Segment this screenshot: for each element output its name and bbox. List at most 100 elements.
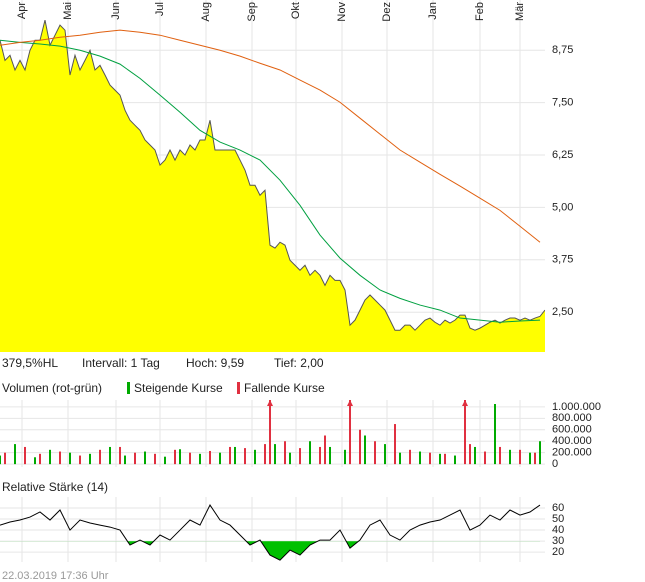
volume-bar bbox=[494, 404, 496, 465]
volume-bar bbox=[229, 446, 231, 465]
y-tick-label: 200.000 bbox=[552, 447, 592, 459]
volume-bar bbox=[429, 452, 431, 465]
volume-bar bbox=[49, 449, 51, 465]
volume-bar bbox=[324, 435, 326, 465]
y-tick-label: 20 bbox=[552, 546, 564, 558]
volume-bar bbox=[359, 429, 361, 465]
volume-bar bbox=[284, 441, 286, 465]
volume-bar bbox=[199, 453, 201, 465]
x-tick-label: Nov bbox=[336, 2, 348, 22]
volume-bar bbox=[254, 449, 256, 465]
volume-bar bbox=[39, 453, 41, 465]
x-tick-label: Jun bbox=[110, 2, 122, 20]
legend-swatch bbox=[237, 382, 240, 394]
volume-bar bbox=[179, 449, 181, 465]
y-tick-label: 30 bbox=[552, 535, 564, 547]
timestamp: 22.03.2019 17:36 Uhr bbox=[2, 570, 109, 582]
volume-bar bbox=[154, 453, 156, 465]
volume-bar bbox=[454, 455, 456, 465]
y-tick-label: 8,75 bbox=[552, 44, 573, 56]
volume-title: Volumen (rot-grün) bbox=[2, 381, 102, 395]
volume-bar bbox=[244, 448, 246, 465]
x-tick-label: Mär bbox=[514, 2, 526, 21]
volume-bar bbox=[24, 446, 26, 465]
info-interval: Intervall: 1 Tag bbox=[82, 356, 160, 370]
volume-bar bbox=[394, 424, 396, 465]
volume-bar bbox=[189, 452, 191, 465]
moving-average bbox=[0, 29, 541, 243]
volume-bar bbox=[499, 446, 501, 465]
volume-bar bbox=[234, 446, 236, 465]
volume-bar bbox=[399, 452, 401, 465]
volume-bar bbox=[144, 451, 146, 465]
volume-bar bbox=[444, 453, 446, 465]
volume-bar bbox=[174, 449, 176, 465]
volume-bar bbox=[59, 451, 61, 465]
volume-bar bbox=[89, 453, 91, 465]
volume-bar bbox=[319, 446, 321, 465]
volume-bar bbox=[439, 453, 441, 465]
volume-bar bbox=[469, 444, 471, 465]
volume-bar bbox=[34, 457, 36, 465]
volume-bar bbox=[509, 449, 511, 465]
volume-bar bbox=[124, 455, 126, 465]
volume-bar bbox=[269, 400, 271, 465]
legend-label: Steigende Kurse bbox=[134, 381, 223, 395]
y-tick-label: 5,00 bbox=[552, 201, 573, 213]
moving-average bbox=[0, 39, 541, 323]
oversold-fill bbox=[0, 541, 540, 561]
info-low: Tief: 2,00 bbox=[274, 356, 324, 370]
volume-bar bbox=[4, 452, 6, 465]
volume-bar bbox=[79, 455, 81, 465]
chart-body: Apr Mai Jun Jul Aug Sep Okt Nov Dez Jan Feb Mär 2,50… bbox=[0, 0, 601, 562]
y-tick-label: 1.000.000 bbox=[552, 401, 601, 413]
x-tick-label: Aug bbox=[200, 2, 212, 22]
x-tick-label: Sep bbox=[246, 2, 258, 22]
volume-bar bbox=[119, 446, 121, 465]
volume-bar bbox=[309, 441, 311, 465]
price-area bbox=[0, 20, 545, 352]
volume-bar bbox=[419, 451, 421, 465]
y-tick-label: 0 bbox=[552, 458, 558, 470]
overflow-arrow bbox=[462, 400, 468, 406]
rsi-title: Relative Stärke (14) bbox=[2, 480, 108, 494]
x-tick-label: Okt bbox=[290, 2, 302, 19]
volume-bar bbox=[329, 446, 331, 465]
y-tick-label: 50 bbox=[552, 513, 564, 525]
volume-bar bbox=[539, 441, 541, 465]
info-high: Hoch: 9,59 bbox=[186, 356, 244, 370]
volume-bar bbox=[109, 446, 111, 465]
y-tick-label: 400.000 bbox=[552, 435, 592, 447]
volume-bar bbox=[289, 452, 291, 465]
volume-bar bbox=[99, 449, 101, 465]
x-tick-label: Jul bbox=[154, 2, 166, 16]
overflow-arrow bbox=[267, 400, 273, 406]
volume-bar bbox=[219, 452, 221, 465]
volume-bar bbox=[209, 450, 211, 465]
x-tick-label: Jan bbox=[427, 2, 439, 20]
y-tick-label: 40 bbox=[552, 524, 564, 536]
legend-swatch bbox=[127, 382, 130, 394]
volume-bar bbox=[349, 400, 351, 465]
y-tick-label: 600.000 bbox=[552, 424, 592, 436]
volume-bar bbox=[409, 449, 411, 465]
price-panel bbox=[0, 19, 545, 352]
x-tick-label: Apr bbox=[16, 2, 28, 19]
overflow-arrow bbox=[347, 400, 353, 406]
volume-bar bbox=[464, 400, 466, 465]
volume-bar bbox=[364, 435, 366, 465]
rsi-line bbox=[0, 504, 541, 561]
volume-bar bbox=[529, 452, 531, 465]
y-tick-label: 2,50 bbox=[552, 306, 573, 318]
y-tick-label: 3,75 bbox=[552, 254, 573, 266]
x-tick-label: Mai bbox=[62, 2, 74, 20]
x-tick-label: Feb bbox=[474, 2, 486, 21]
volume-bar bbox=[484, 451, 486, 465]
y-tick-label: 6,25 bbox=[552, 149, 573, 161]
volume-bar bbox=[274, 444, 276, 465]
volume-bar bbox=[534, 452, 536, 465]
volume-bar bbox=[474, 446, 476, 465]
volume-bar bbox=[164, 456, 166, 465]
volume-bar bbox=[299, 448, 301, 465]
